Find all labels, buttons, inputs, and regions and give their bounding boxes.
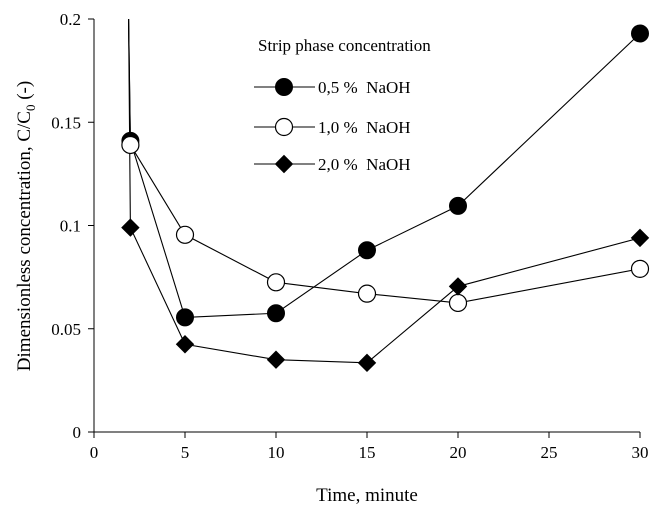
- legend-label-3: 2,0 % NaOH: [318, 155, 411, 174]
- data-point-series-3: [175, 335, 195, 354]
- y-axis-title-subscript: 0: [23, 105, 38, 112]
- legend-label-1: 0,5 % NaOH: [318, 78, 411, 97]
- x-tick-label: 15: [359, 443, 376, 462]
- legend-marker-2: [274, 117, 294, 137]
- data-point-series-3: [121, 218, 140, 237]
- data-point-series-1: [267, 304, 285, 323]
- marker-layer: [121, 24, 650, 373]
- data-point-series-3: [266, 350, 286, 369]
- y-tick-label: 0.2: [60, 10, 81, 29]
- data-point-series-1: [176, 308, 194, 327]
- data-point-series-3: [448, 277, 468, 296]
- y-axis-title-suffix: (-): [14, 81, 35, 105]
- legend-label-2: 1,0 % NaOH: [318, 118, 411, 137]
- legend-marker-3: [274, 154, 294, 174]
- x-tick-label: 10: [268, 443, 285, 462]
- y-tick-label: 0.05: [51, 320, 81, 339]
- legend: Strip phase concentration 0,5 % NaOH 1,0 …: [254, 36, 431, 174]
- data-point-series-3: [630, 228, 650, 248]
- y-tick-label: 0: [73, 423, 82, 442]
- data-point-series-1: [358, 241, 376, 260]
- x-axis-title: Time, minute: [316, 485, 418, 506]
- y-tick-label: 0.15: [51, 113, 81, 132]
- data-point-series-2: [175, 225, 195, 244]
- y-tick-label: 0.1: [60, 217, 81, 236]
- x-tick-label: 5: [181, 443, 190, 462]
- x-tick-label: 25: [541, 443, 558, 462]
- y-axis-title: Dimensionless concentration, C/C0 (-): [14, 81, 38, 371]
- legend-marker-1: [275, 78, 293, 96]
- data-point-series-1: [631, 24, 649, 43]
- data-point-series-2: [630, 259, 650, 278]
- x-tick-label: 0: [90, 443, 99, 462]
- legend-title: Strip phase concentration: [258, 36, 431, 55]
- data-point-series-2: [266, 273, 286, 292]
- data-point-series-2: [357, 284, 377, 303]
- data-point-series-3: [357, 353, 377, 373]
- data-point-series-1: [449, 196, 467, 215]
- data-point-series-2: [121, 135, 140, 155]
- series-layer: [128, 19, 641, 364]
- y-axis-title-main: Dimensionless concentration, C/C: [14, 111, 35, 371]
- axes: 0 5 10 15 20 25 30 0 0.05 0.1 0.15 0.2: [51, 10, 648, 462]
- data-point-series-2: [448, 293, 468, 313]
- x-tick-label: 20: [450, 443, 467, 462]
- series-line-3: [128, 19, 641, 364]
- x-tick-label: 30: [632, 443, 649, 462]
